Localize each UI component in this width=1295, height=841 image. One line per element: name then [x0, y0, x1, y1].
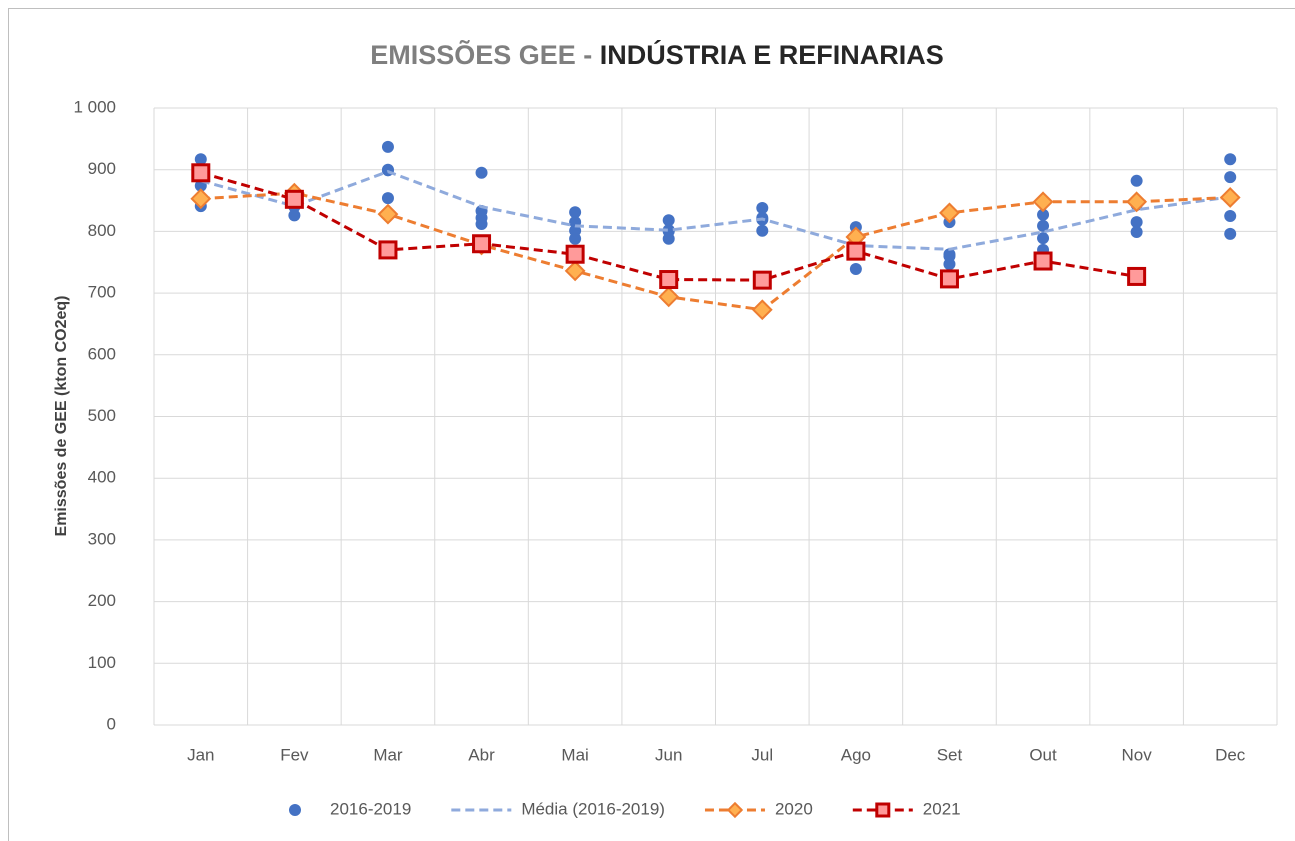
- point: [1130, 216, 1143, 229]
- x-tick-label: Set: [937, 745, 963, 764]
- point: [381, 140, 394, 153]
- point: [659, 270, 679, 290]
- y-tick-label: 400: [88, 468, 116, 487]
- point: [475, 211, 488, 224]
- x-tick-label: Mai: [561, 745, 588, 764]
- series-line: [200, 171, 1137, 282]
- legend-label: 2020: [775, 799, 813, 818]
- y-axis-title: Emissões de GEE (kton CO2eq): [53, 296, 70, 537]
- point: [849, 263, 862, 276]
- x-tick-label: Jul: [751, 745, 773, 764]
- y-tick-label: 600: [88, 344, 116, 363]
- point: [190, 188, 212, 210]
- point: [939, 202, 960, 224]
- y-tick-label: 700: [88, 283, 116, 302]
- point: [1033, 251, 1053, 271]
- point: [475, 166, 488, 179]
- point: [1037, 219, 1050, 232]
- point: [564, 260, 586, 282]
- point: [939, 269, 959, 289]
- series-line: [200, 191, 1231, 312]
- point: [662, 214, 675, 227]
- legend-item: 2016-2019: [289, 799, 411, 818]
- point: [1224, 153, 1237, 166]
- x-tick-label: Jan: [187, 745, 214, 764]
- point: [846, 241, 866, 261]
- y-tick-label: 0: [107, 714, 116, 733]
- x-tick-label: Out: [1029, 745, 1057, 764]
- legend: 2016-2019 Média (2016-2019) 2020 2021: [289, 799, 961, 818]
- point: [756, 201, 769, 214]
- point: [377, 203, 399, 225]
- legend-marker: [875, 802, 891, 818]
- chart-frame: [8, 8, 1295, 841]
- point: [569, 232, 582, 245]
- legend-label: 2016-2019: [330, 799, 411, 818]
- point: [378, 240, 398, 260]
- point: [191, 163, 211, 183]
- y-tick-label: 900: [88, 159, 116, 178]
- x-tick-label: Mar: [373, 745, 403, 764]
- title-part: INDÚSTRIA E REFINARIAS: [600, 39, 944, 70]
- point: [565, 244, 585, 264]
- y-tick-label: 500: [88, 406, 116, 425]
- point: [1127, 266, 1147, 286]
- y-tick-label: 300: [88, 529, 116, 548]
- series-line: [200, 169, 1231, 251]
- point: [1032, 191, 1054, 213]
- point: [1224, 227, 1237, 240]
- point: [658, 286, 680, 308]
- x-tick-label: Nov: [1122, 745, 1153, 764]
- x-tick-label: Ago: [841, 745, 871, 764]
- point: [1130, 226, 1143, 239]
- legend-label: 2021: [923, 799, 961, 818]
- point: [194, 153, 207, 166]
- point: [943, 250, 956, 263]
- x-tick-label: Abr: [468, 745, 495, 764]
- x-tick-label: Jun: [655, 745, 682, 764]
- point: [284, 189, 304, 209]
- legend-item: 2021: [852, 799, 961, 818]
- point: [662, 225, 675, 238]
- point: [752, 270, 772, 290]
- point: [1224, 209, 1237, 222]
- chart-title: EMISSÕES GEE - INDÚSTRIA E REFINARIAS: [370, 39, 944, 70]
- point: [1224, 171, 1237, 184]
- legend-label: Média (2016-2019): [521, 799, 665, 818]
- point: [751, 299, 773, 321]
- point: [381, 192, 394, 205]
- title-part: EMISSÕES GEE -: [370, 39, 592, 70]
- point: [472, 234, 492, 254]
- point: [1037, 208, 1050, 221]
- y-tick-label: 800: [88, 221, 116, 240]
- x-tick-label: Dec: [1215, 745, 1246, 764]
- point: [756, 224, 769, 237]
- legend-item: Média (2016-2019): [451, 799, 665, 818]
- y-tick-label: 1 000: [73, 97, 116, 116]
- y-tick-label: 200: [88, 591, 116, 610]
- point: [1130, 174, 1143, 187]
- legend-marker: [726, 801, 744, 819]
- point: [1219, 187, 1241, 208]
- point: [288, 209, 301, 222]
- legend-marker: [289, 804, 301, 816]
- point: [1126, 191, 1148, 213]
- x-tick-label: Fev: [280, 745, 309, 764]
- y-tick-label: 100: [88, 653, 116, 672]
- point: [569, 206, 582, 219]
- point: [1037, 232, 1050, 245]
- legend-item: 2020: [704, 799, 813, 819]
